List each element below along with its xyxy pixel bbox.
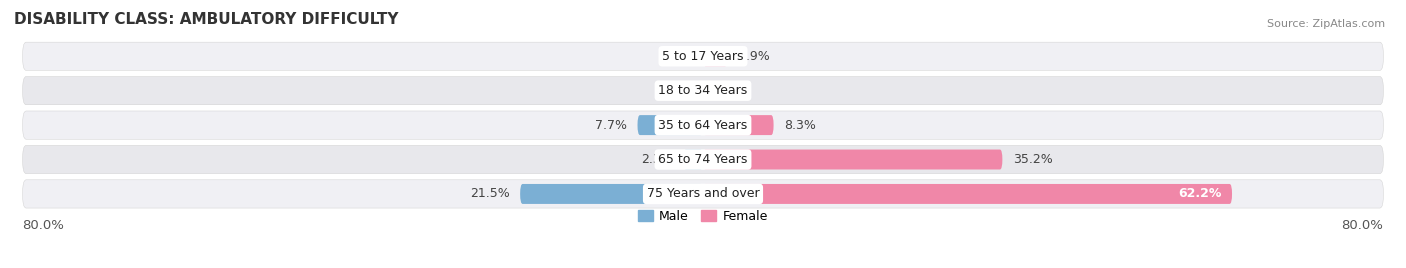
Text: 21.5%: 21.5% [470,187,510,200]
Text: 80.0%: 80.0% [22,219,65,232]
Text: 5 to 17 Years: 5 to 17 Years [662,50,744,63]
Text: 0.0%: 0.0% [661,84,693,97]
Text: 65 to 74 Years: 65 to 74 Years [658,153,748,166]
FancyBboxPatch shape [703,184,1232,204]
FancyBboxPatch shape [683,150,703,169]
Text: 7.7%: 7.7% [595,119,627,132]
Text: 35.2%: 35.2% [1012,153,1052,166]
FancyBboxPatch shape [637,115,703,135]
FancyBboxPatch shape [22,180,1384,208]
Text: 80.0%: 80.0% [1341,219,1384,232]
FancyBboxPatch shape [703,46,728,66]
Text: 18 to 34 Years: 18 to 34 Years [658,84,748,97]
FancyBboxPatch shape [520,184,703,204]
FancyBboxPatch shape [22,77,1384,105]
Text: 2.3%: 2.3% [641,153,673,166]
Text: 35 to 64 Years: 35 to 64 Years [658,119,748,132]
FancyBboxPatch shape [22,111,1384,139]
Text: 2.9%: 2.9% [738,50,769,63]
Text: 0.0%: 0.0% [661,50,693,63]
Text: 75 Years and over: 75 Years and over [647,187,759,200]
Text: 62.2%: 62.2% [1178,187,1222,200]
Text: DISABILITY CLASS: AMBULATORY DIFFICULTY: DISABILITY CLASS: AMBULATORY DIFFICULTY [14,12,398,27]
FancyBboxPatch shape [703,115,773,135]
Text: 8.3%: 8.3% [783,119,815,132]
Text: Source: ZipAtlas.com: Source: ZipAtlas.com [1267,19,1385,29]
FancyBboxPatch shape [22,146,1384,174]
FancyBboxPatch shape [22,42,1384,70]
Text: 0.0%: 0.0% [713,84,745,97]
FancyBboxPatch shape [703,150,1002,169]
Legend: Male, Female: Male, Female [638,210,768,223]
